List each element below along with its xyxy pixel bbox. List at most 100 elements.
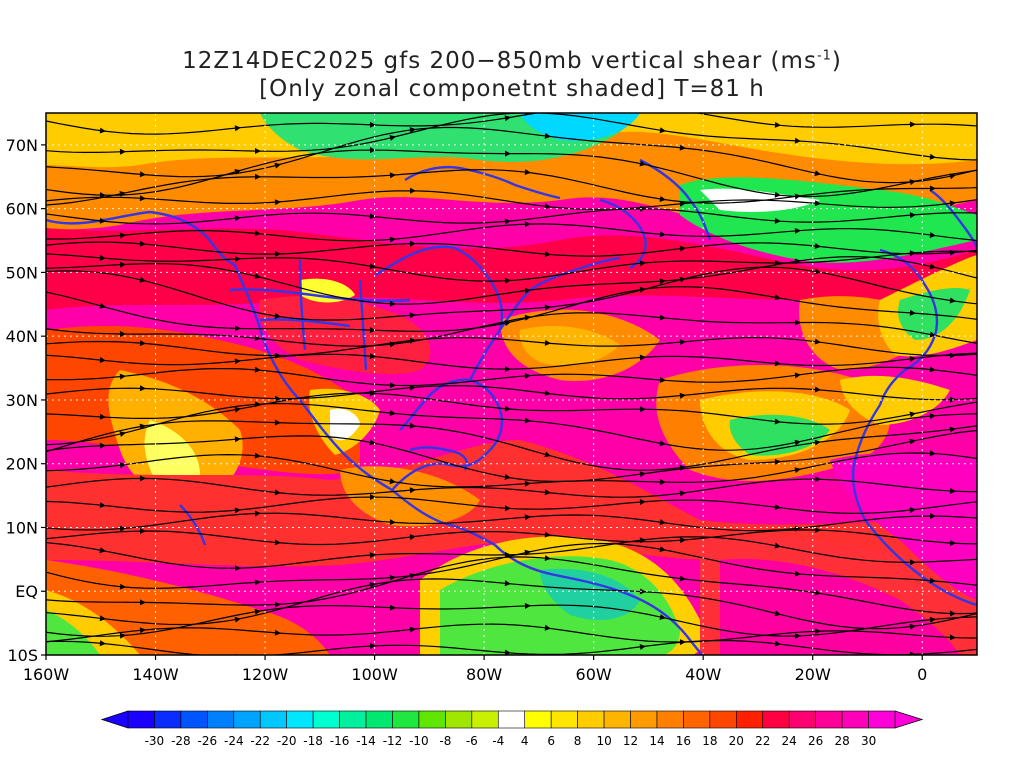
streamline-arrow bbox=[814, 386, 821, 393]
colorbar-swatch bbox=[709, 710, 737, 729]
streamline-arrow bbox=[139, 276, 146, 283]
streamline-arrow bbox=[234, 256, 241, 262]
streamline-arrow bbox=[950, 610, 956, 617]
streamline bbox=[46, 623, 977, 643]
streamline-arrow bbox=[140, 528, 146, 534]
streamline-arrow bbox=[794, 372, 801, 379]
streamline-arrow bbox=[774, 360, 781, 367]
streamline-arrow bbox=[409, 337, 416, 344]
colorbar-swatch bbox=[868, 710, 896, 729]
streamline-arrow bbox=[274, 489, 281, 496]
streamline-arrow bbox=[254, 273, 261, 279]
colorbar-swatch bbox=[550, 710, 578, 729]
streamline-arrow bbox=[814, 170, 821, 177]
streamline-arrow bbox=[659, 231, 666, 238]
streamline-arrow bbox=[234, 616, 241, 623]
colorbar-swatch bbox=[524, 710, 552, 729]
lon-tick-label: 80W bbox=[466, 665, 502, 684]
colorbar-label: -10 bbox=[409, 734, 429, 748]
streamline-arrow bbox=[794, 137, 801, 144]
streamline-arrow bbox=[409, 422, 416, 429]
colorbar-label: 18 bbox=[702, 734, 717, 748]
streamline-arrow bbox=[544, 555, 551, 561]
streamline-arrow bbox=[389, 478, 396, 485]
streamline-arrow bbox=[274, 251, 281, 257]
streamline-arrow bbox=[909, 356, 916, 362]
streamline-arrow bbox=[929, 366, 936, 373]
streamline-arrow bbox=[389, 300, 396, 307]
colorbar-swatch bbox=[497, 710, 526, 729]
colorbar-label: -14 bbox=[356, 734, 376, 748]
streamline-arrow bbox=[929, 413, 936, 420]
colorbar-label: -24 bbox=[224, 734, 244, 748]
streamline bbox=[46, 336, 977, 357]
streamline-arrow bbox=[524, 480, 531, 487]
streamline-arrow bbox=[544, 531, 551, 538]
streamline-arrow bbox=[659, 278, 666, 285]
colorbar-arrow-left bbox=[100, 710, 129, 729]
streamline-arrow bbox=[234, 358, 241, 365]
streamline-arrow bbox=[504, 580, 511, 587]
streamline-arrow bbox=[639, 160, 646, 167]
streamline-arrow bbox=[794, 227, 801, 234]
colorbar-arrow-right bbox=[894, 710, 924, 729]
colorbar-swatch bbox=[207, 710, 235, 729]
streamlines bbox=[46, 113, 977, 655]
streamline-arrow bbox=[234, 507, 241, 514]
colorbar-label: 16 bbox=[676, 734, 691, 748]
streamline bbox=[46, 402, 977, 451]
lat-tick-label: 50N bbox=[6, 263, 38, 282]
streamline-arrow bbox=[774, 191, 781, 198]
streamline-arrow bbox=[119, 632, 126, 639]
streamline-arrow bbox=[275, 395, 281, 402]
graticule bbox=[46, 113, 977, 655]
streamline-arrow bbox=[99, 217, 106, 224]
streamline-arrow bbox=[909, 121, 916, 128]
streamline-arrow bbox=[814, 476, 821, 483]
streamline bbox=[46, 512, 977, 532]
streamline-arrow bbox=[679, 144, 686, 151]
streamline-arrow bbox=[504, 649, 511, 655]
streamline-arrow bbox=[814, 439, 821, 446]
streamline-arrow bbox=[659, 519, 666, 526]
streamline-arrow bbox=[544, 339, 551, 346]
streamline-arrow bbox=[814, 589, 821, 596]
colorbar-label: -4 bbox=[492, 734, 504, 748]
streamline-arrow bbox=[274, 199, 281, 206]
streamline-arrow bbox=[544, 624, 551, 631]
streamline bbox=[46, 241, 977, 257]
streamline-arrow bbox=[949, 200, 956, 207]
streamline-arrow bbox=[929, 263, 936, 270]
streamline-arrow bbox=[504, 405, 511, 412]
streamline-arrow bbox=[795, 319, 801, 326]
streamline-arrow bbox=[254, 230, 261, 237]
streamline-arrow bbox=[639, 286, 646, 293]
streamline-arrow bbox=[794, 633, 801, 639]
streamline-arrow bbox=[659, 614, 666, 620]
streamline-arrow bbox=[949, 540, 956, 546]
streamline-arrow bbox=[524, 169, 531, 175]
streamline-arrow bbox=[255, 148, 261, 154]
streamline-arrow bbox=[389, 604, 396, 611]
lat-tick-label: 10N bbox=[6, 518, 38, 537]
streamline-arrow bbox=[544, 489, 551, 496]
lat-tick-label: 30N bbox=[6, 391, 38, 410]
colorbar-swatch bbox=[762, 710, 790, 729]
streamline-arrow bbox=[234, 565, 241, 572]
colorbar-label: 24 bbox=[782, 734, 797, 748]
streamline-arrow bbox=[774, 121, 781, 128]
streamline-arrow bbox=[640, 406, 646, 413]
colorbar-label: 8 bbox=[574, 734, 582, 748]
lat-axis: 70N 60N 50N 40N 30N 20N 10N EQ 10S bbox=[6, 136, 46, 665]
streamline-arrow bbox=[639, 588, 646, 595]
streamline-arrow bbox=[949, 634, 956, 641]
colorbar-swatch bbox=[815, 710, 843, 729]
streamline-arrow bbox=[929, 450, 936, 457]
colorbar-swatch bbox=[312, 710, 340, 729]
streamline-arrow bbox=[814, 243, 821, 249]
streamline-arrow bbox=[814, 527, 821, 533]
colorbar-swatch bbox=[471, 710, 499, 729]
colorbar-label: -20 bbox=[277, 734, 297, 748]
streamline-arrow bbox=[234, 125, 241, 132]
